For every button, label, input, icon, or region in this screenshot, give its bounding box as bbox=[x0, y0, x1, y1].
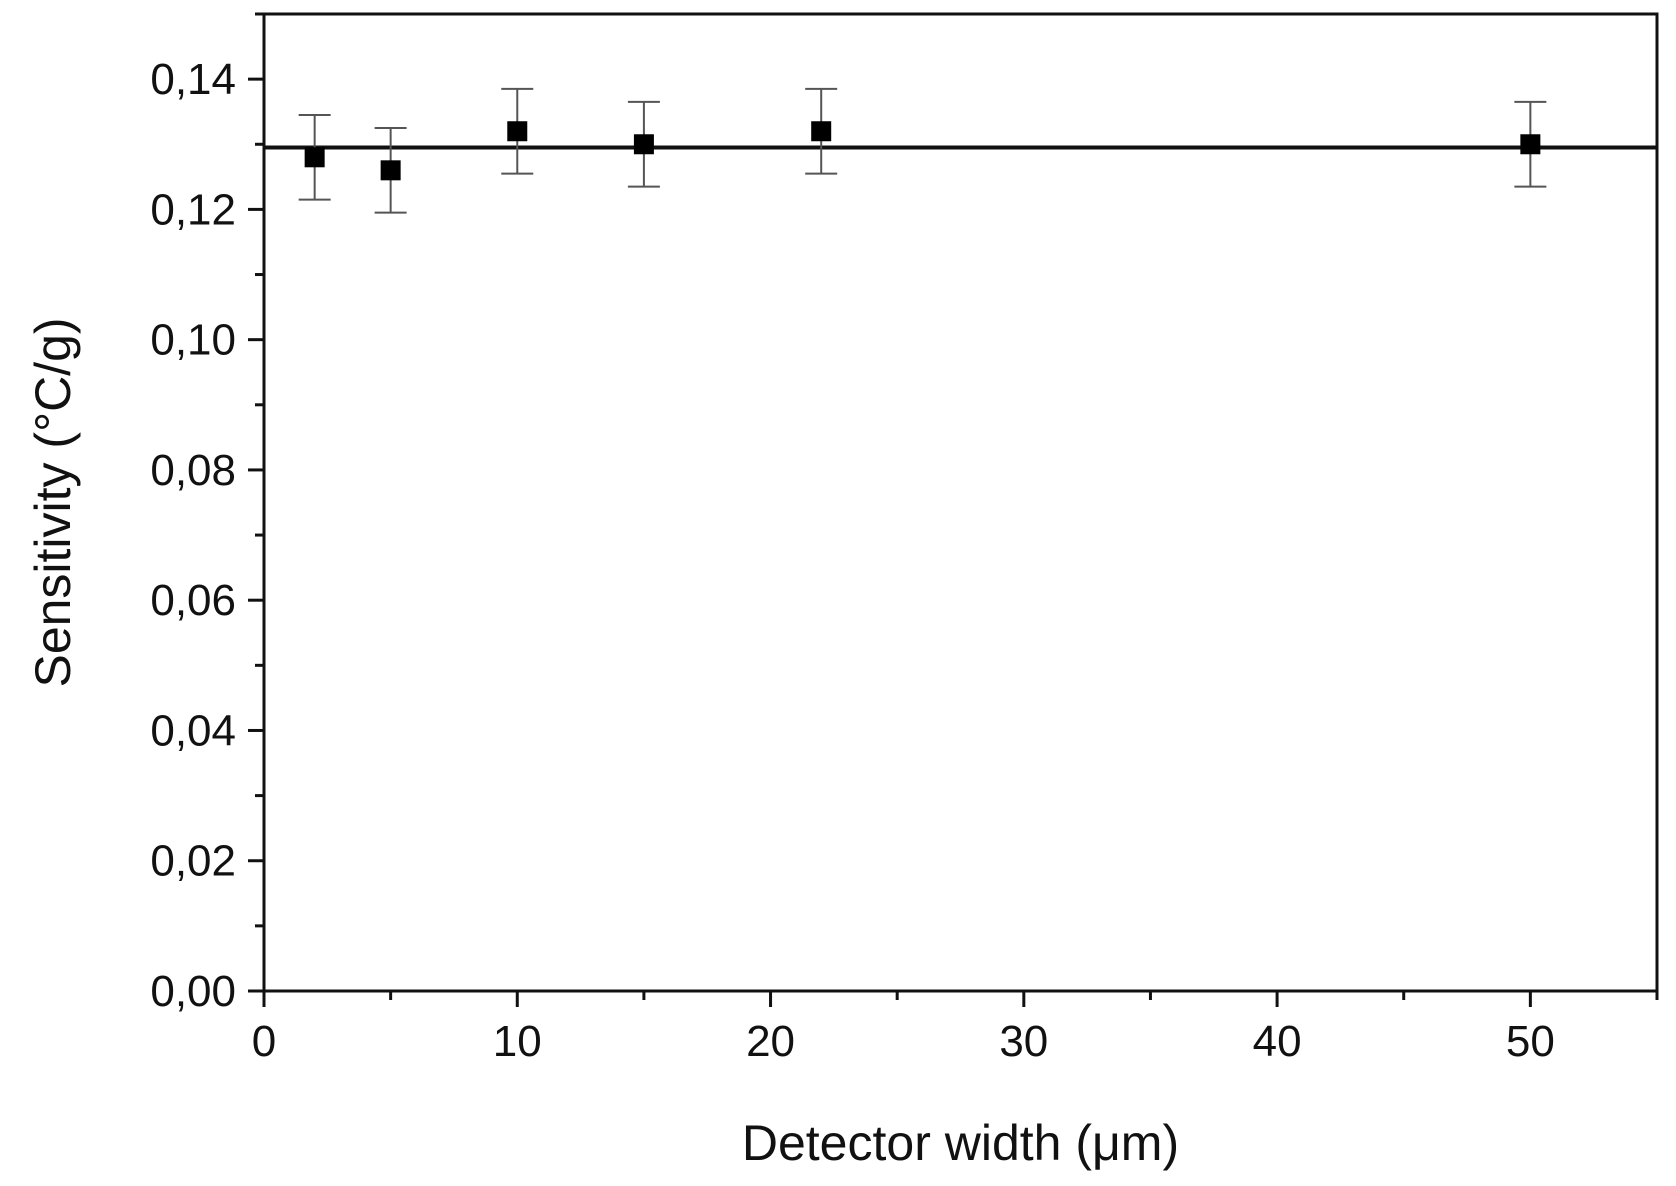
plot-frame bbox=[262, 12, 1659, 993]
y-tick-label: 0,10 bbox=[150, 316, 236, 365]
y-tick-label: 0,00 bbox=[150, 967, 236, 1016]
data-point-marker bbox=[633, 134, 654, 155]
x-tick-label: 10 bbox=[493, 1017, 542, 1066]
data-point-marker bbox=[1520, 134, 1541, 155]
y-tick-label: 0,08 bbox=[150, 446, 236, 495]
y-tick-label: 0,04 bbox=[150, 706, 236, 755]
data-point-marker bbox=[811, 121, 832, 142]
x-tick-label: 20 bbox=[746, 1017, 795, 1066]
error-bars bbox=[298, 87, 1547, 214]
y-axis-title: Sensitivity (°C/g) bbox=[25, 317, 81, 687]
data-point-marker bbox=[380, 160, 401, 181]
y-tick-label: 0,12 bbox=[150, 185, 236, 234]
x-axis-title: Detector width (μm) bbox=[742, 1115, 1179, 1171]
y-tick-label: 0,02 bbox=[150, 837, 236, 886]
y-tick-label: 0,06 bbox=[150, 576, 236, 625]
x-tick-label: 40 bbox=[1253, 1017, 1302, 1066]
x-tick-label: 50 bbox=[1506, 1017, 1555, 1066]
x-tick-label: 0 bbox=[252, 1017, 276, 1066]
x-tick-labels: 0 10 20 30 40 50 bbox=[252, 1017, 1555, 1066]
y-tick-label: 0,14 bbox=[150, 55, 236, 104]
y-tick-labels: 0,00 0,02 0,04 0,06 0,08 0,10 0,12 0,14 bbox=[150, 55, 236, 1016]
data-points bbox=[304, 121, 1541, 181]
x-tick-label: 30 bbox=[999, 1017, 1048, 1066]
data-point-marker bbox=[304, 147, 325, 168]
axis-ticks bbox=[248, 12, 1659, 1007]
data-point-marker bbox=[507, 121, 528, 142]
